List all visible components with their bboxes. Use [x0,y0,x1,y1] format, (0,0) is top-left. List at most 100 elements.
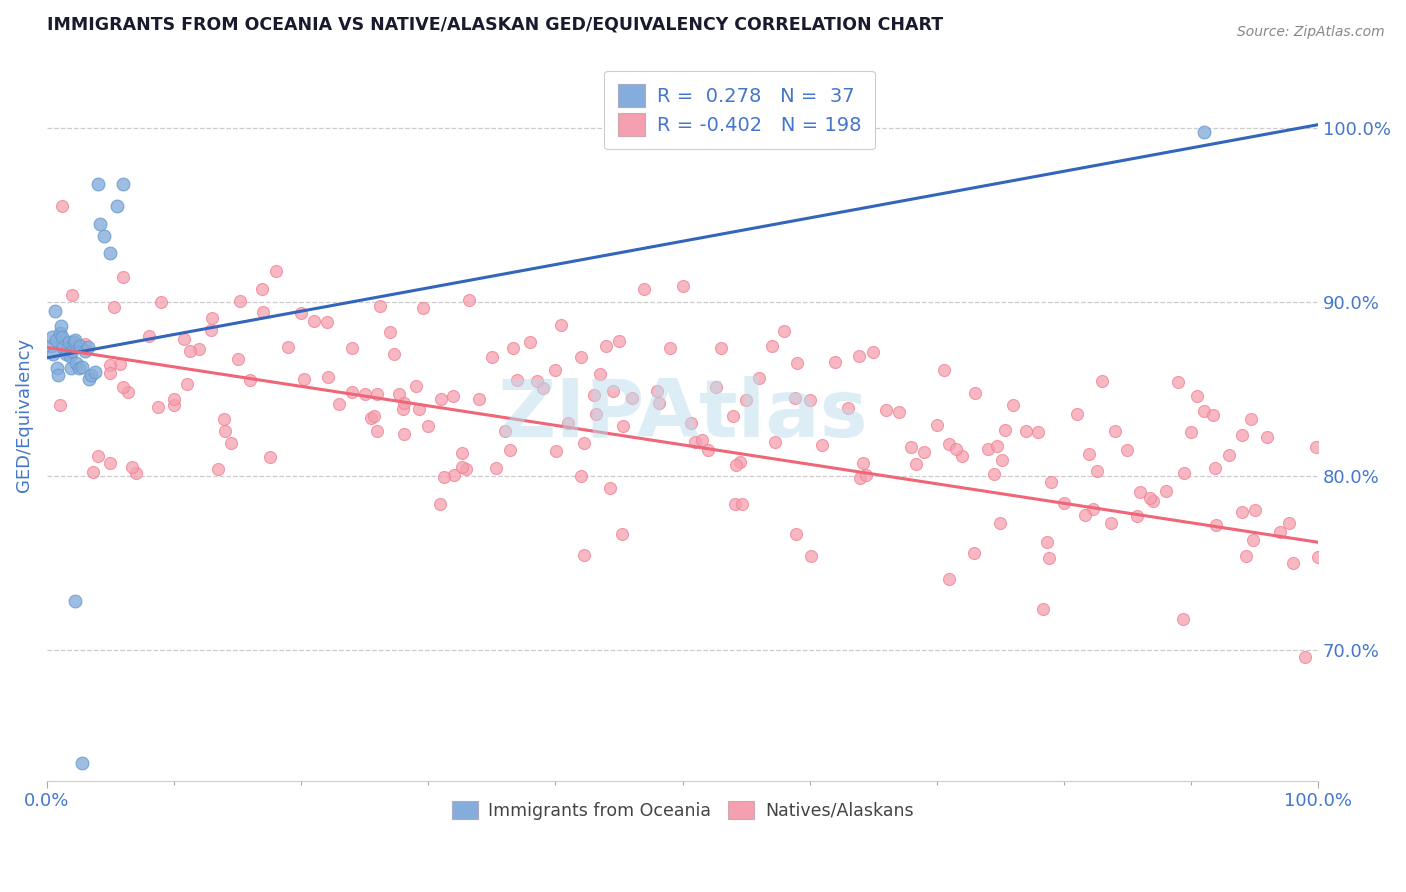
Point [60,288,83,302]
Point [316,369,339,384]
Point [582,388,605,402]
Point [602,384,624,399]
Point [848,349,870,363]
Point [443,468,465,483]
Point [569,351,592,365]
Point [1180,425,1202,439]
Point [315,315,337,329]
Point [800,549,823,563]
Point [1035,535,1057,549]
Point [76,340,98,354]
Point [219,436,242,450]
Point [572,436,595,450]
Point [207,462,229,476]
Point [519,334,541,349]
Point [408,402,430,417]
Point [201,311,224,326]
Point [1185,389,1208,403]
Point [46,368,69,383]
Point [42,347,65,361]
Point [1040,475,1063,489]
Text: Source: ZipAtlas.com: Source: ZipAtlas.com [1237,25,1385,39]
Point [150,295,173,310]
Point [125,467,148,481]
Point [179,343,201,358]
Point [645,384,668,398]
Point [610,526,633,541]
Point [1230,427,1253,442]
Point [1234,549,1257,563]
Point [1171,612,1194,626]
Point [783,391,806,405]
Point [671,279,693,293]
Point [1281,556,1303,570]
Point [117,384,139,399]
Point [340,341,363,355]
Point [1053,496,1076,510]
Point [994,423,1017,437]
Point [502,342,524,356]
Point [855,467,877,482]
Point [1081,501,1104,516]
Point [963,386,986,401]
Point [900,440,922,454]
Point [163,392,186,407]
Point [572,548,595,562]
Point [77,372,100,386]
Point [1240,412,1263,426]
Point [1256,430,1278,444]
Point [87,449,110,463]
Point [394,396,416,410]
Point [239,373,262,387]
Point [1192,125,1215,139]
Point [494,424,516,438]
Point [121,459,143,474]
Point [63,594,86,608]
Point [59,349,82,363]
Point [704,380,727,394]
Point [112,177,135,191]
Point [1104,425,1126,439]
Point [429,497,451,511]
Point [991,452,1014,467]
Point [485,461,508,475]
Point [342,385,364,400]
Point [1015,424,1038,438]
Point [799,393,821,408]
Point [875,403,897,417]
Point [418,418,440,433]
Point [226,352,249,367]
Point [457,293,479,307]
Point [87,177,110,191]
Point [1074,508,1097,522]
Point [862,345,884,359]
Point [1116,442,1139,457]
Point [67,361,90,376]
Point [103,301,125,315]
Point [214,424,236,438]
Point [1129,484,1152,499]
Point [138,329,160,343]
Point [277,340,299,354]
Point [212,412,235,426]
Point [363,409,385,423]
Point [264,263,287,277]
Point [544,362,567,376]
Point [697,442,720,457]
Point [1305,440,1327,454]
Point [112,270,135,285]
Point [392,426,415,441]
Point [986,438,1008,452]
Point [932,362,955,376]
Point [658,341,681,355]
Point [93,229,115,244]
Point [852,456,875,470]
Point [302,314,325,328]
Point [710,342,733,356]
Point [557,417,579,431]
Point [824,355,846,369]
Point [100,457,122,471]
Point [200,323,222,337]
Point [1126,509,1149,524]
Point [546,443,568,458]
